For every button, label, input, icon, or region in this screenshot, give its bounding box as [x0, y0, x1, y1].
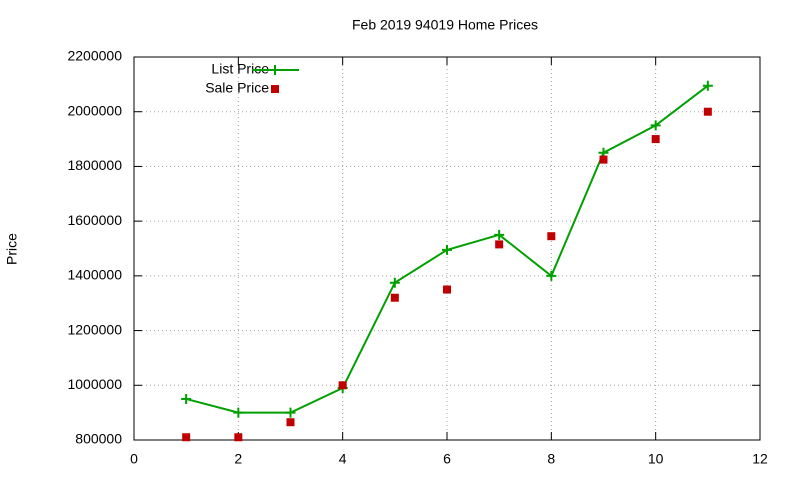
point — [338, 381, 347, 390]
x-tick-label: 6 — [443, 451, 451, 467]
point — [285, 407, 296, 418]
point — [233, 407, 244, 418]
y-tick-label: 1600000 — [67, 212, 122, 228]
point — [286, 418, 295, 427]
y-tick-label: 1000000 — [67, 376, 122, 392]
legend-label: Sale Price — [205, 80, 269, 96]
point — [389, 277, 400, 288]
y-tick-label: 2200000 — [67, 48, 122, 64]
x-tick-label: 2 — [234, 451, 242, 467]
point — [442, 244, 452, 255]
x-tick-label: 4 — [339, 451, 347, 467]
point — [390, 293, 399, 302]
x-tick-label: 10 — [648, 451, 664, 467]
point — [494, 229, 505, 240]
plot-frame — [133, 56, 761, 441]
legend-marker — [271, 85, 279, 93]
point — [651, 135, 660, 144]
y-tick-label: 800000 — [75, 431, 122, 447]
point — [495, 240, 504, 249]
point — [234, 433, 243, 442]
y-tick-label: 1200000 — [67, 321, 122, 337]
point — [599, 155, 608, 164]
chart-title: Feb 2019 94019 Home Prices — [352, 17, 538, 33]
legend-marker — [270, 65, 280, 75]
x-tick-label: 0 — [130, 451, 138, 467]
point — [182, 433, 191, 442]
y-axis-label: Price — [4, 233, 20, 265]
point — [546, 270, 557, 281]
point — [181, 393, 192, 404]
y-tick-label: 1800000 — [67, 157, 122, 173]
x-tick-label: 12 — [752, 451, 768, 467]
point — [547, 232, 556, 241]
x-tick-label: 8 — [547, 451, 555, 467]
y-tick-label: 1400000 — [67, 267, 122, 283]
legend-label: List Price — [211, 61, 269, 77]
point — [650, 120, 661, 131]
point — [702, 80, 713, 91]
point — [443, 285, 451, 294]
point — [703, 107, 712, 116]
y-tick-label: 2000000 — [67, 102, 122, 118]
